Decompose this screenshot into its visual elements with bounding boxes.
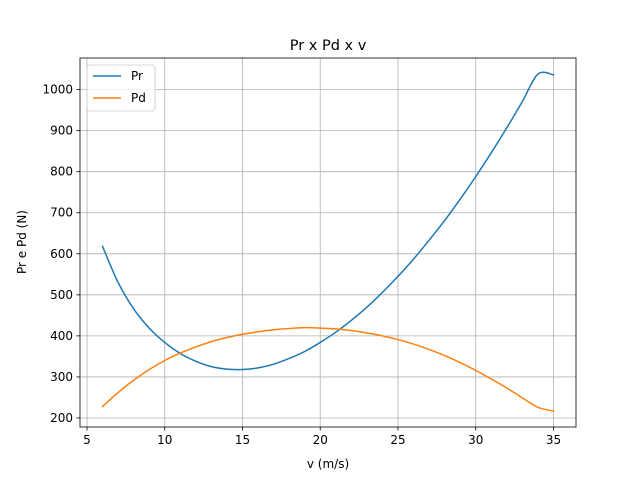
x-tick-label: 25	[390, 433, 405, 447]
y-tick-label: 300	[50, 370, 73, 384]
y-tick-label: 600	[50, 247, 73, 261]
legend-label-pr: Pr	[131, 69, 143, 83]
series-layer	[101, 71, 555, 412]
series-line-pd	[101, 326, 555, 412]
chart-title: Pr x Pd x v	[290, 38, 367, 54]
y-axis: 200 300 400 500 600 700 800 900 1000	[42, 83, 80, 425]
y-tick-label: 900	[50, 124, 73, 138]
x-axis: 5 10 15 20 25 30 35	[83, 427, 561, 447]
legend-label-pd: Pd	[131, 91, 146, 105]
y-axis-label: Pr e Pd (N)	[15, 210, 29, 274]
grid	[80, 58, 576, 427]
y-tick-label: 400	[50, 329, 73, 343]
x-tick-label: 30	[468, 433, 483, 447]
series-line-pr	[101, 71, 555, 371]
y-tick-label: 700	[50, 206, 73, 220]
y-tick-label: 200	[50, 411, 73, 425]
x-tick-label: 15	[235, 433, 250, 447]
x-axis-label: v (m/s)	[307, 457, 349, 471]
x-tick-label: 35	[546, 433, 561, 447]
y-tick-label: 500	[50, 288, 73, 302]
y-tick-label: 800	[50, 165, 73, 179]
y-tick-label: 1000	[42, 83, 73, 97]
legend: Pr Pd	[86, 64, 156, 112]
x-tick-label: 10	[157, 433, 172, 447]
plot-frame	[79, 57, 577, 428]
x-tick-label: 5	[83, 433, 91, 447]
plot-area	[80, 58, 576, 427]
x-tick-label: 20	[313, 433, 328, 447]
